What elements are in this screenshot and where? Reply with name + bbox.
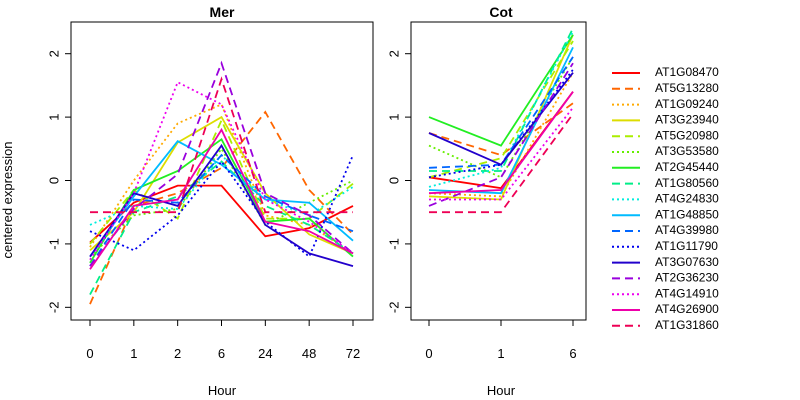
cot-x-axis-label: Hour	[487, 383, 516, 398]
mer-x-tick-label: 0	[86, 346, 93, 361]
mer-y-tick-label: 1	[46, 113, 61, 120]
legend-label: AT3G23940	[655, 113, 719, 127]
cot-y-tick-label: 1	[386, 113, 401, 120]
mer-series-line-at1g09240	[89, 103, 354, 255]
cot-y-tick-label: 2	[386, 50, 401, 57]
legend-label: AT5G20980	[655, 128, 719, 142]
mer-y-axis: -2 -1 0 1 2	[46, 50, 71, 313]
legend-label: AT4G14910	[655, 286, 719, 300]
cot-x-tick-label: 0	[425, 346, 432, 361]
legend-label: AT1G31860	[655, 318, 719, 332]
mer-x-axis: 0 1 2 6 24 48 72	[86, 320, 360, 361]
mer-x-tick-label: 6	[218, 346, 225, 361]
cot-series-line-at3g53580	[428, 56, 574, 179]
legend-label: AT2G45440	[655, 160, 719, 174]
cot-y-axis: -2 -1 0 1 2	[386, 50, 411, 313]
mer-x-tick-label: 24	[258, 346, 272, 361]
mer-x-tick-label: 1	[130, 346, 137, 361]
cot-panel-title: Cot	[489, 4, 513, 20]
mer-panel: Mer -2 -1 0 1 2 0 1 2 6 24 48 72 Hour	[46, 4, 374, 398]
mer-series-line-at4g39980	[89, 153, 354, 267]
legend-label: AT3G07630	[655, 255, 719, 269]
mer-x-tick-label: 72	[346, 346, 360, 361]
legend-label: AT4G39980	[655, 223, 719, 237]
mer-series-line-at2g45440	[89, 137, 354, 264]
cot-series-line-at3g23940	[428, 34, 574, 201]
legend-label: AT5G13280	[655, 81, 719, 95]
mer-y-tick-label: -1	[46, 238, 61, 250]
legend-label: AT3G53580	[655, 144, 719, 158]
legend-label: AT1G48850	[655, 207, 719, 221]
mer-y-tick-label: -2	[46, 302, 61, 314]
legend-label: AT2G36230	[655, 271, 719, 285]
legend-label: AT4G26900	[655, 302, 719, 316]
legend: AT1G08470 AT5G13280 AT1G09240 AT3G23940AT5G…	[612, 65, 719, 332]
cot-y-tick-label: -2	[386, 302, 401, 314]
mer-series-line-at1g31860	[90, 76, 353, 214]
legend-label: AT1G80560	[655, 176, 719, 190]
mer-series-lines	[89, 60, 354, 305]
cot-series-line-at2g45440	[428, 34, 574, 147]
cot-series-line-at3g07630	[428, 72, 574, 166]
mer-y-tick-label: 0	[46, 177, 61, 184]
legend-label: AT1G11790	[655, 239, 718, 253]
legend-label: AT1G08470	[655, 65, 719, 79]
mer-series-line-at3g07630	[89, 143, 354, 267]
legend-label: AT1G09240	[655, 97, 719, 111]
cot-series-line-at4g14910	[429, 107, 574, 201]
cot-series-line-at5g13280	[428, 102, 574, 157]
cot-series-line-at1g80560	[429, 27, 574, 172]
cot-panel: Cot -2 -1 0 1 2 0 1 6 Hour	[386, 4, 587, 398]
mer-series-line-at4g26900	[89, 127, 354, 270]
mer-panel-title: Mer	[210, 4, 235, 20]
mer-x-axis-label: Hour	[208, 383, 237, 398]
cot-x-axis: 0 1 6	[425, 320, 577, 361]
mer-series-line-at1g48850	[89, 140, 354, 258]
mer-series-line-at1g08470	[89, 184, 354, 244]
legend-label: AT4G24830	[655, 192, 719, 206]
cot-series-line-at1g48850	[428, 47, 574, 195]
cot-x-tick-label: 6	[569, 346, 576, 361]
cot-y-tick-label: 0	[386, 177, 401, 184]
mer-x-tick-label: 48	[302, 346, 316, 361]
mer-x-tick-label: 2	[174, 346, 181, 361]
cot-series-line-at5g20980	[428, 40, 574, 179]
cot-series-line-at1g31860	[429, 113, 574, 214]
cot-x-tick-label: 1	[497, 346, 504, 361]
mer-y-tick-label: 2	[46, 50, 61, 57]
y-axis-label: centered expression	[0, 141, 15, 258]
mer-series-line-at1g80560	[89, 160, 354, 296]
cot-y-tick-label: -1	[386, 238, 401, 250]
mer-series-line-at2g36230	[89, 60, 354, 267]
cot-series-lines	[428, 27, 574, 214]
cot-plot-frame	[410, 21, 587, 321]
cot-series-line-at4g26900	[428, 91, 574, 195]
